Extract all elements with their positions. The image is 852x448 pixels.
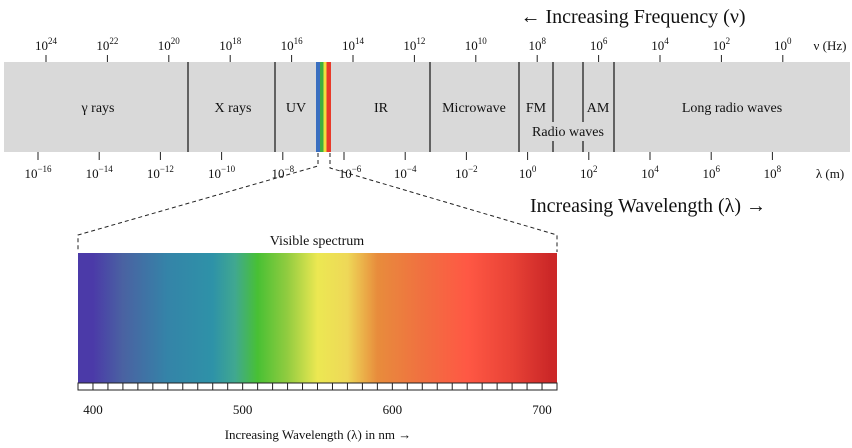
frequency-tick-label: 102	[713, 36, 731, 53]
region-microwave: Microwave	[442, 101, 506, 116]
wavelength-axis: 10−16 10−14 10−12 10−10 10−8 10−6 10−4 10−2 100 1…	[24, 152, 782, 181]
wavelength-tick-label: 10−2	[455, 164, 478, 181]
visible-band	[316, 62, 331, 152]
wavelength-tick-label: 10−12	[147, 164, 174, 181]
region-radio-waves: Radio waves	[532, 125, 604, 140]
spectrum-band	[4, 62, 850, 152]
region-gamma-rays: γ rays	[80, 101, 114, 116]
visible-tick-label: 700	[532, 402, 552, 417]
wavelength-unit: λ (m)	[816, 166, 844, 181]
region-long-radio-waves: Long radio waves	[682, 101, 782, 116]
frequency-tick-label: 1010	[465, 36, 488, 53]
frequency-tick-label: 1018	[219, 36, 242, 53]
wavelength-tick-label: 10−8	[272, 164, 295, 181]
frequency-tick-label: 1012	[403, 36, 425, 53]
frequency-tick-label: 106	[590, 36, 608, 53]
region-dividers	[187, 62, 615, 152]
wavelength-tick-label: 100	[519, 164, 537, 181]
wavelength-tick-label: 10−10	[208, 164, 236, 181]
wavelength-tick-label: 108	[764, 164, 782, 181]
visible-tick-label: 500	[233, 402, 253, 417]
frequency-title: ← Increasing Frequency (ν)	[520, 6, 745, 28]
frequency-unit: ν (Hz)	[814, 38, 847, 53]
wavelength-title: Increasing Wavelength (λ) →	[530, 195, 766, 217]
wavelength-tick-label: 106	[702, 164, 720, 181]
wavelength-tick-label: 104	[641, 164, 659, 181]
wavelength-tick-label: 102	[580, 164, 598, 181]
visible-tick-label: 600	[383, 402, 403, 417]
frequency-tick-label: 104	[651, 36, 669, 53]
region-am: AM	[587, 101, 610, 116]
zoom-connector-lines	[77, 153, 558, 252]
visible-tick-label: 400	[83, 402, 103, 417]
region-x-rays: X rays	[215, 101, 252, 116]
region-fm: FM	[526, 101, 547, 116]
frequency-tick-label: 1016	[281, 36, 304, 53]
frequency-axis: 1024 1022 1020 1018 1016 1014 1012 1010 108 106 10…	[35, 36, 792, 62]
visible-axis: 400 500 600 700	[83, 383, 552, 417]
frequency-tick-label: 1014	[342, 36, 365, 53]
frequency-tick-label: 1022	[96, 36, 118, 53]
frequency-tick-label: 1024	[35, 36, 58, 53]
wavelength-tick-label: 10−16	[24, 164, 52, 181]
frequency-tick-label: 108	[528, 36, 546, 53]
wavelength-tick-label: 10−6	[339, 164, 362, 181]
wavelength-tick-label: 10−14	[86, 164, 114, 181]
region-ir: IR	[374, 101, 389, 116]
frequency-tick-label: 1020	[158, 36, 181, 53]
visible-spectrum-gradient	[78, 253, 557, 383]
region-uv: UV	[286, 101, 306, 116]
wavelength-tick-label: 10−4	[394, 164, 417, 181]
visible-spectrum-title: Visible spectrum	[270, 234, 365, 249]
visible-axis-label: Increasing Wavelength (λ) in nm →	[225, 427, 412, 442]
frequency-tick-label: 100	[774, 36, 792, 53]
